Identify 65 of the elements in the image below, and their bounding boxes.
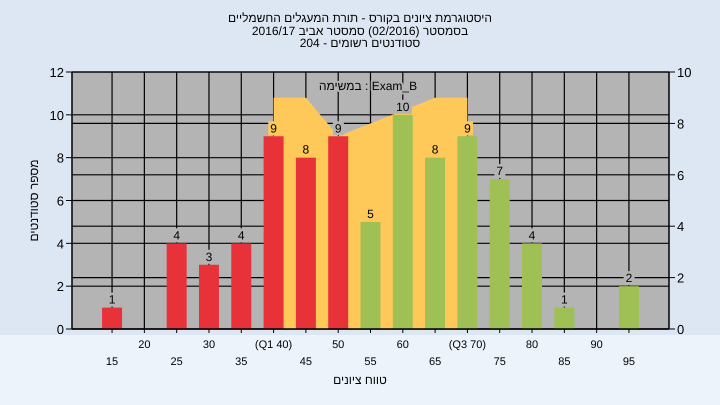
y2-tick-label: 4 bbox=[677, 219, 684, 234]
bar bbox=[231, 243, 252, 329]
data-label: 5 bbox=[367, 206, 374, 221]
y2-tick-label: 8 bbox=[677, 116, 684, 132]
x-tick-label: 65 bbox=[428, 356, 442, 368]
x-tick-label: 85 bbox=[558, 356, 570, 368]
x-tick-label: 45 bbox=[300, 356, 312, 368]
y-tick-label: 10 bbox=[50, 108, 64, 123]
x-tick-label: 80 bbox=[526, 339, 538, 351]
y-tick-label: 2 bbox=[56, 279, 64, 294]
x-tick-label: 50 bbox=[332, 339, 344, 351]
y2-tick-label: 10 bbox=[677, 65, 692, 80]
text: סטודנטים רשומים - 204 bbox=[300, 36, 420, 50]
y-tick-label: 8 bbox=[56, 150, 64, 166]
data-label: 10 bbox=[396, 100, 410, 114]
bar bbox=[264, 136, 284, 329]
x-tick-label: 35 bbox=[235, 356, 248, 368]
data-label: 3 bbox=[206, 250, 213, 264]
x-tick-label: 15 bbox=[106, 356, 118, 368]
data-label: 1 bbox=[108, 292, 116, 307]
bar bbox=[392, 114, 413, 329]
x-tick-label: 30 bbox=[202, 339, 216, 351]
bar bbox=[490, 179, 510, 329]
x-tick-label: 55 bbox=[364, 356, 377, 368]
y-tick-label: 4 bbox=[56, 236, 64, 252]
bar bbox=[554, 308, 574, 329]
data-label: 9 bbox=[464, 121, 472, 136]
y2-tick-label: 0 bbox=[677, 322, 684, 337]
data-label: 9 bbox=[334, 121, 342, 136]
y-axis-title: מספר סטודנטים bbox=[27, 159, 41, 242]
bar bbox=[618, 286, 639, 329]
x-axis-title: טווח ציונים bbox=[333, 373, 388, 387]
data-label: 4 bbox=[528, 228, 536, 242]
bar bbox=[102, 308, 122, 329]
x-tick-label: 90 bbox=[590, 339, 603, 351]
data-label: 2 bbox=[626, 271, 633, 286]
x-tick-label: 20 bbox=[138, 339, 150, 351]
data-label: 8 bbox=[302, 142, 310, 157]
bar bbox=[360, 222, 380, 329]
bar bbox=[198, 264, 219, 329]
chart-title: היסטוגרמת ציונים בקורס - תורת המעגלים החשמליים bbox=[228, 11, 492, 25]
data-label: 1 bbox=[560, 292, 568, 307]
x-tick-label: 60 bbox=[396, 339, 409, 351]
bar bbox=[457, 136, 478, 329]
bar bbox=[425, 158, 446, 329]
x-tick-label: (Q3 70) bbox=[448, 339, 486, 351]
bar bbox=[328, 136, 348, 329]
data-label: 7 bbox=[496, 164, 504, 178]
bar bbox=[522, 243, 542, 329]
x-tick-label: 95 bbox=[622, 356, 636, 368]
x-tick-label: 25 bbox=[170, 356, 183, 368]
data-label: 4 bbox=[238, 228, 245, 242]
y2-tick-label: 2 bbox=[677, 270, 684, 286]
y-tick-label: 6 bbox=[56, 194, 64, 208]
x-tick-label: 75 bbox=[494, 356, 506, 368]
data-label: 9 bbox=[270, 121, 278, 136]
y2-tick-label: 6 bbox=[677, 168, 684, 183]
data-label: 4 bbox=[173, 228, 180, 242]
y-tick-label: 0 bbox=[56, 322, 64, 337]
bar bbox=[166, 243, 187, 329]
y-tick-label: 12 bbox=[50, 65, 64, 80]
bar bbox=[296, 158, 316, 329]
text: בסמסטר (02/2016) סמסטר אביב 2016/17 bbox=[252, 24, 468, 38]
x-tick-label: (Q1 40) bbox=[254, 339, 292, 351]
data-label: 8 bbox=[432, 142, 439, 157]
